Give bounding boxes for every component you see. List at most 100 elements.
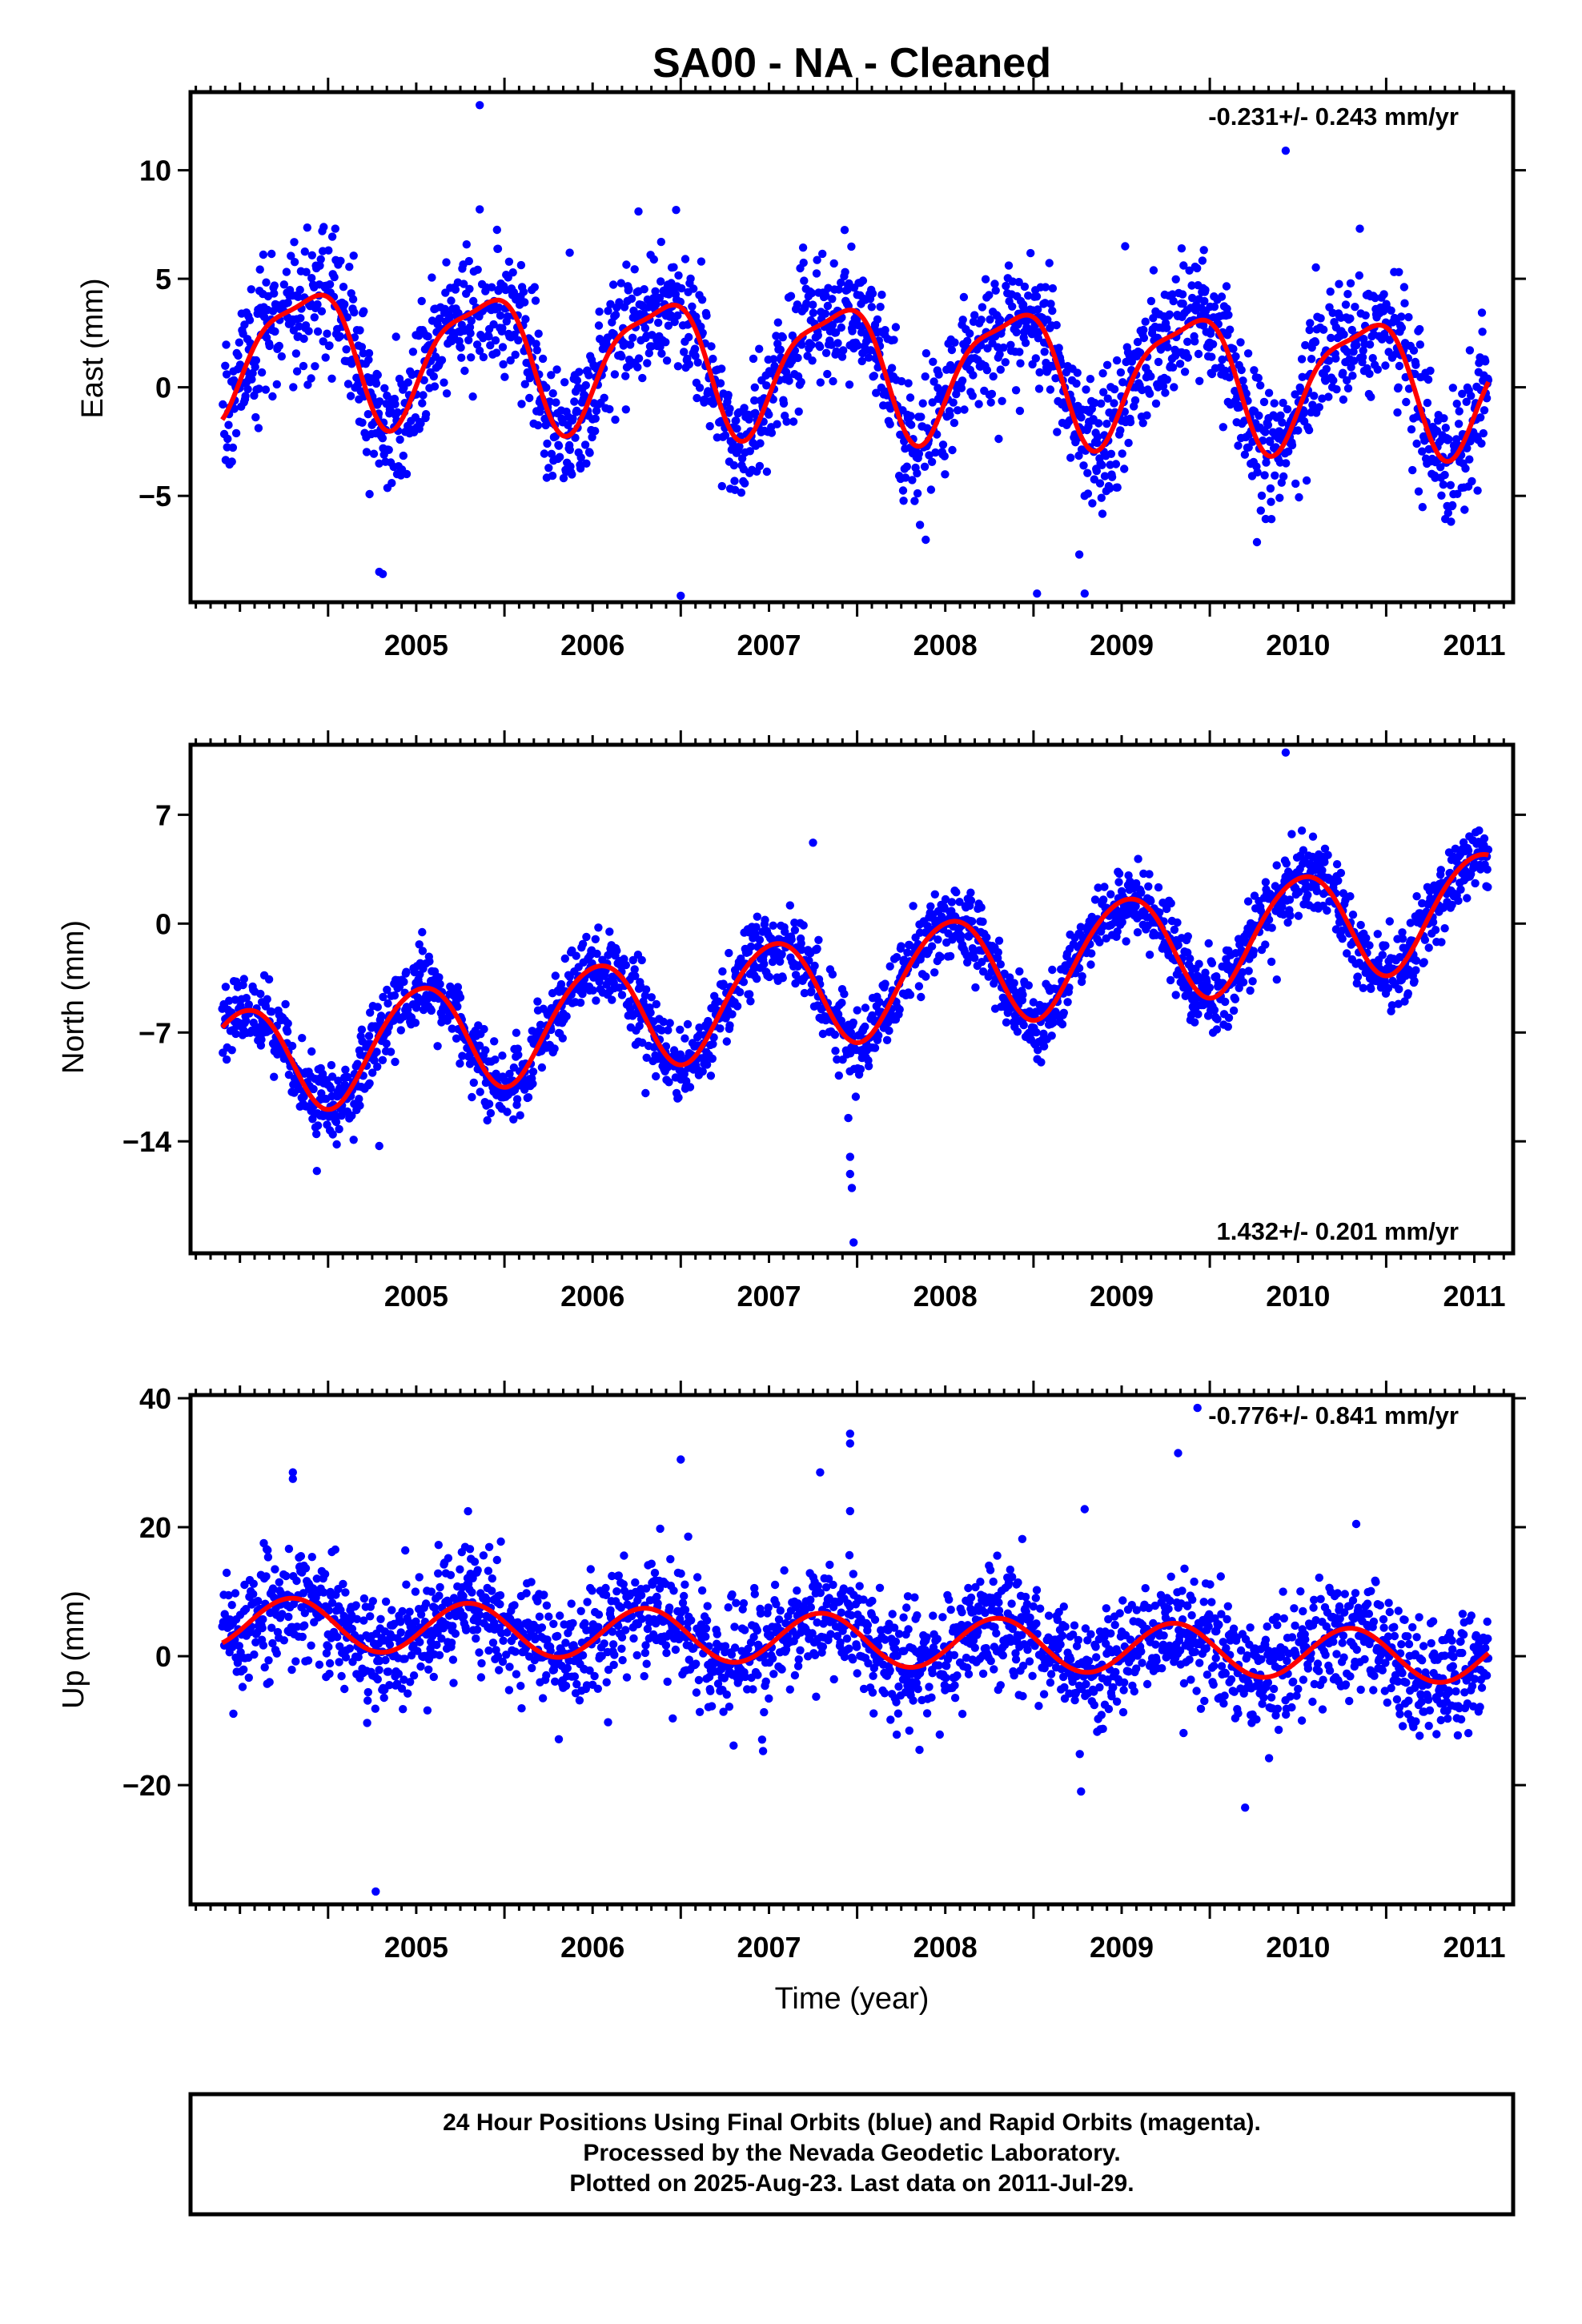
north-point	[665, 1019, 674, 1027]
north-point	[1210, 1006, 1219, 1015]
north-point	[665, 1078, 673, 1087]
north-point	[327, 1060, 336, 1070]
north-point	[828, 970, 837, 979]
north-point	[1195, 959, 1203, 968]
east-point	[845, 380, 854, 389]
east-point	[686, 274, 695, 283]
north-point	[761, 915, 769, 924]
north-point	[364, 1031, 374, 1040]
north-outlier-point	[845, 1152, 855, 1161]
east-point	[1158, 382, 1168, 391]
east-point	[1161, 388, 1170, 397]
east-point	[904, 379, 913, 388]
east-point	[1165, 310, 1174, 319]
north-point	[400, 977, 408, 987]
figure-title: SA00 - NA - Cleaned	[652, 40, 1051, 86]
north-point	[861, 1003, 870, 1012]
east-point	[227, 457, 236, 466]
east-point	[644, 348, 653, 358]
east-point	[315, 261, 324, 270]
north-x-tick-label: 2011	[1443, 1280, 1505, 1313]
east-point	[1414, 487, 1423, 496]
east-point	[1319, 325, 1328, 334]
east-point	[829, 259, 838, 268]
north-point	[1154, 883, 1163, 892]
east-point	[365, 489, 374, 499]
east-point	[762, 467, 772, 476]
east-point	[873, 363, 882, 372]
east-point	[1253, 468, 1262, 476]
north-point	[298, 1034, 307, 1043]
east-point	[977, 316, 986, 324]
east-point	[479, 352, 488, 362]
north-point	[588, 986, 597, 995]
east-point	[1139, 325, 1148, 335]
up-point	[264, 1656, 273, 1665]
north-point	[562, 1011, 571, 1021]
east-point	[251, 412, 260, 422]
east-point	[1226, 325, 1235, 334]
east-point	[677, 283, 686, 293]
north-point	[1323, 906, 1331, 915]
east-point	[1120, 464, 1129, 473]
east-point	[1195, 376, 1204, 385]
north-point	[396, 1026, 405, 1035]
east-point	[1439, 480, 1448, 489]
east-point	[947, 345, 957, 355]
east-point	[1379, 290, 1388, 299]
east-point	[391, 332, 400, 341]
north-point	[930, 968, 939, 977]
north-point	[790, 926, 800, 935]
east-point	[419, 391, 428, 400]
east-point	[1295, 493, 1303, 502]
east-point	[1306, 319, 1315, 328]
north-outlier-point	[375, 1141, 383, 1151]
east-point	[420, 376, 428, 384]
east-point	[1250, 366, 1259, 375]
east-point	[1254, 373, 1263, 383]
north-point	[753, 912, 761, 921]
north-point	[769, 921, 777, 931]
east-point	[271, 327, 279, 336]
east-point	[627, 294, 636, 304]
east-point	[585, 448, 594, 457]
east-point	[823, 301, 833, 311]
east-point	[331, 224, 339, 233]
north-point	[257, 1035, 266, 1044]
east-point	[310, 313, 319, 322]
north-point	[514, 1051, 523, 1059]
north-point	[813, 944, 821, 953]
east-point	[1171, 275, 1180, 283]
east-point	[421, 410, 431, 419]
east-point	[228, 443, 238, 452]
up-point	[238, 1683, 247, 1691]
north-point	[528, 1068, 538, 1076]
east-point	[605, 404, 614, 414]
north-x-tick-label: 2008	[913, 1280, 978, 1313]
east-point	[404, 378, 412, 387]
east-point	[1207, 352, 1216, 361]
north-point	[1403, 989, 1413, 998]
north-panel: 2005 2006 2007 2008 2009 2010 2011−14−707 Nort…	[57, 730, 1526, 1313]
north-point	[244, 1000, 253, 1009]
north-point	[735, 987, 745, 997]
east-point	[834, 285, 844, 294]
north-point	[957, 931, 966, 940]
east-point	[1183, 353, 1193, 362]
east-point	[925, 451, 934, 460]
east-point	[1092, 466, 1102, 476]
north-point	[1348, 911, 1358, 919]
east-point	[1400, 299, 1409, 308]
east-point	[1355, 224, 1364, 233]
north-point	[1170, 925, 1179, 935]
east-point	[440, 378, 448, 387]
east-point	[697, 257, 706, 266]
east-point	[1341, 300, 1351, 309]
east-point	[634, 354, 644, 363]
east-y-tick-label: −5	[139, 480, 171, 513]
east-point	[1271, 471, 1279, 480]
north-outlier-point	[1186, 1015, 1195, 1024]
east-point	[1024, 292, 1033, 300]
north-point	[239, 975, 248, 983]
